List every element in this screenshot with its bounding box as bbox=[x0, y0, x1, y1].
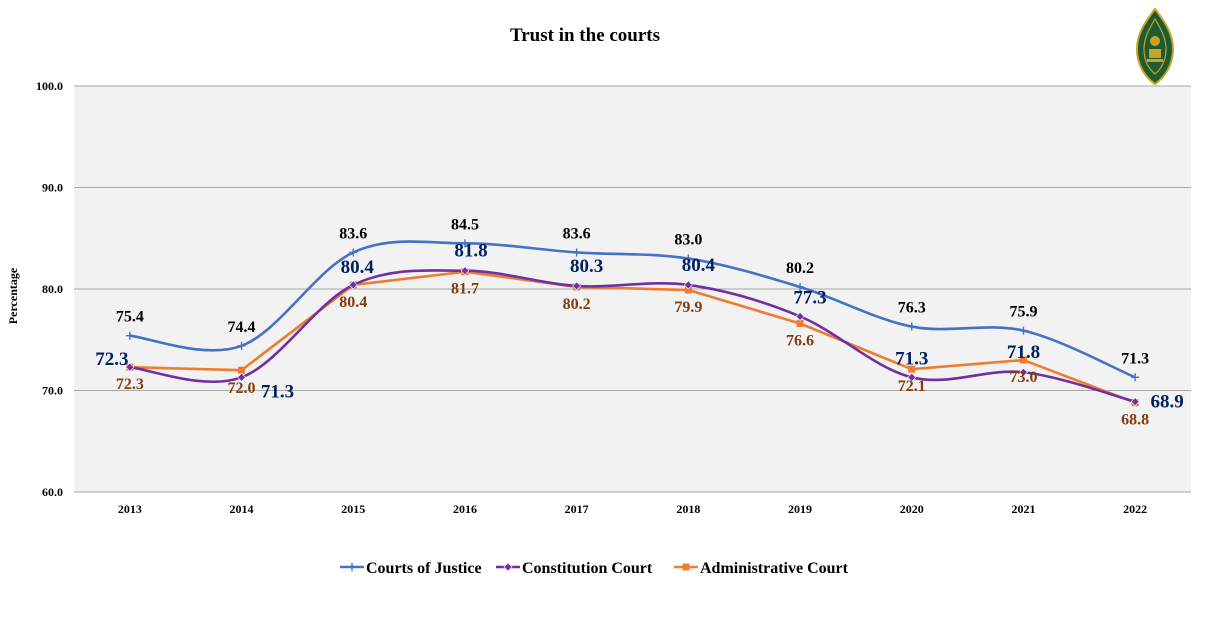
chart-title: Trust in the courts bbox=[510, 25, 660, 46]
legend-item: Courts of Justice bbox=[340, 560, 482, 577]
data-label: 75.9 bbox=[1009, 304, 1037, 321]
data-point bbox=[1019, 356, 1027, 364]
data-point bbox=[125, 331, 134, 340]
y-tick-label: 90.0 bbox=[42, 181, 63, 195]
court-emblem-icon bbox=[1135, 7, 1175, 86]
data-label: 73.0 bbox=[1009, 369, 1037, 386]
x-axis-ticks: 2013 2014 2015 2016 2017 2018 2019 2020 2021 2022 bbox=[118, 502, 1147, 516]
x-tick-label: 2020 bbox=[900, 502, 924, 516]
data-point bbox=[1130, 397, 1140, 407]
legend-label: Administrative Court bbox=[700, 560, 849, 577]
x-tick-label: 2016 bbox=[453, 502, 477, 516]
series-line bbox=[129, 269, 1136, 403]
data-label: 76.6 bbox=[786, 333, 814, 350]
data-label: 80.3 bbox=[570, 256, 603, 277]
data-label: 77.3 bbox=[793, 287, 826, 308]
y-tick-label: 80.0 bbox=[42, 282, 63, 296]
data-label: 68.8 bbox=[1121, 412, 1149, 429]
x-tick-label: 2022 bbox=[1123, 502, 1147, 516]
x-tick-label: 2013 bbox=[118, 502, 142, 516]
data-point bbox=[572, 281, 582, 291]
data-label: 72.1 bbox=[898, 378, 926, 395]
data-point bbox=[796, 282, 805, 291]
data-label: 83.6 bbox=[563, 225, 591, 242]
data-point bbox=[460, 266, 470, 276]
data-label: 72.3 bbox=[95, 349, 128, 370]
legend-label: Constitution Court bbox=[522, 560, 653, 577]
data-label: 83.6 bbox=[339, 225, 367, 242]
data-label: 80.2 bbox=[563, 296, 591, 313]
data-label: 81.7 bbox=[451, 281, 479, 298]
data-label: 72.3 bbox=[116, 376, 144, 393]
data-point bbox=[348, 563, 356, 571]
data-label: 80.4 bbox=[682, 255, 716, 276]
data-label: 80.4 bbox=[339, 294, 367, 311]
data-point bbox=[684, 286, 692, 294]
data-label: 71.3 bbox=[1121, 350, 1149, 367]
data-point bbox=[1019, 367, 1028, 377]
y-tick-label: 70.0 bbox=[42, 384, 63, 398]
y-axis-ticks: 60.0 70.0 80.0 90.0 100.0 bbox=[36, 79, 63, 499]
data-label: 74.4 bbox=[228, 319, 256, 336]
data-point bbox=[348, 280, 358, 290]
legend-label: Courts of Justice bbox=[366, 560, 482, 577]
data-point bbox=[125, 362, 135, 372]
data-point bbox=[1019, 326, 1028, 335]
y-tick-label: 60.0 bbox=[42, 485, 63, 499]
data-point bbox=[237, 341, 246, 350]
data-label: 71.8 bbox=[1007, 342, 1040, 363]
data-point bbox=[796, 320, 804, 328]
y-tick-label: 100.0 bbox=[36, 79, 63, 93]
data-point bbox=[349, 248, 358, 257]
y-axis-label: Percentage bbox=[6, 267, 20, 324]
data-label: 79.9 bbox=[674, 299, 702, 316]
data-point bbox=[684, 254, 693, 263]
data-point bbox=[907, 322, 916, 331]
legend-item: Administrative Court bbox=[674, 560, 849, 577]
x-tick-label: 2014 bbox=[230, 502, 254, 516]
legend-item: Constitution Court bbox=[496, 560, 653, 577]
data-label: 83.0 bbox=[674, 232, 702, 249]
data-point bbox=[460, 239, 469, 248]
data-label: 68.9 bbox=[1151, 392, 1184, 413]
data-point bbox=[503, 562, 513, 572]
x-tick-label: 2019 bbox=[788, 502, 812, 516]
data-point bbox=[683, 280, 693, 290]
series-line bbox=[129, 270, 1136, 404]
x-tick-label: 2017 bbox=[565, 502, 589, 516]
series-1 bbox=[125, 266, 1140, 407]
series-line bbox=[129, 240, 1136, 379]
data-label: 76.3 bbox=[898, 300, 926, 317]
data-point bbox=[237, 372, 246, 382]
data-label: 72.0 bbox=[228, 380, 256, 397]
data-label: 80.2 bbox=[786, 260, 814, 277]
legend: Courts of Justice Constitution Court Admin… bbox=[340, 560, 849, 577]
x-tick-label: 2015 bbox=[341, 502, 365, 516]
data-label: 81.8 bbox=[454, 241, 487, 262]
data-label: 75.4 bbox=[116, 309, 144, 326]
series-0 bbox=[125, 239, 1140, 382]
data-point bbox=[1131, 373, 1140, 382]
data-point bbox=[238, 366, 246, 374]
data-point bbox=[908, 365, 916, 373]
data-labels-layer: 75.4 74.4 83.6 84.5 83.6 83.0 80.2 76.3 75.9 71.3… bbox=[95, 216, 1184, 428]
data-label: 80.4 bbox=[341, 257, 375, 278]
data-label: 71.3 bbox=[261, 381, 294, 402]
data-point bbox=[572, 248, 581, 257]
data-label: 84.5 bbox=[451, 216, 479, 233]
data-point bbox=[907, 372, 917, 382]
data-point bbox=[682, 563, 690, 571]
series-layer bbox=[125, 239, 1140, 407]
x-tick-label: 2018 bbox=[676, 502, 700, 516]
data-label: 71.3 bbox=[895, 348, 928, 369]
data-point bbox=[795, 311, 805, 321]
x-tick-label: 2021 bbox=[1011, 502, 1035, 516]
